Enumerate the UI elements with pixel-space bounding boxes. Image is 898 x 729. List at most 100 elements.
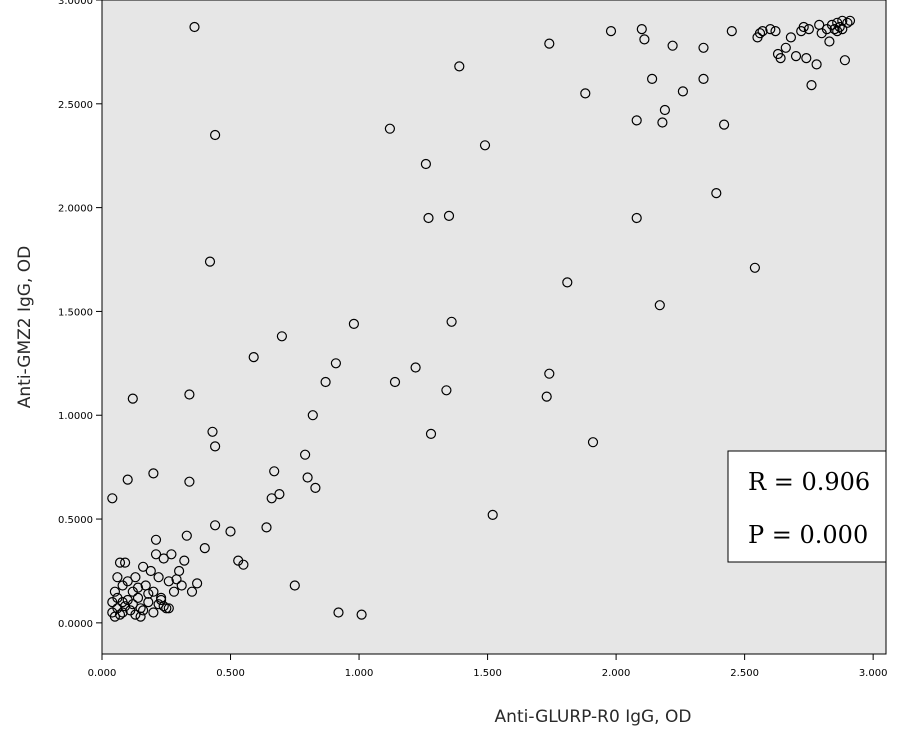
data-point <box>698 42 709 53</box>
data-point <box>785 32 797 43</box>
data-point <box>605 26 617 37</box>
data-point <box>667 40 678 51</box>
data-point <box>657 117 668 128</box>
data-point <box>832 26 843 37</box>
data-point <box>757 26 768 37</box>
data-point <box>842 17 853 28</box>
data-point <box>210 441 221 452</box>
data-point <box>780 42 791 53</box>
data-point <box>300 449 311 460</box>
data-point <box>749 262 761 273</box>
data-point <box>114 557 126 568</box>
data-point <box>803 24 815 35</box>
data-point <box>171 574 182 585</box>
data-point <box>320 376 331 388</box>
data-point <box>145 565 156 577</box>
data-point <box>801 52 812 64</box>
data-point <box>631 115 642 126</box>
data-point <box>114 609 126 620</box>
data-point <box>410 362 421 373</box>
data-point <box>161 603 172 614</box>
data-point <box>143 596 154 608</box>
data-point <box>163 603 174 614</box>
x-axis-ticks: 0.000 0.500 1.000 1.500 2.000 2.500 3.000 <box>88 654 888 679</box>
data-point <box>150 549 162 560</box>
y-tick-label: 1.0000 <box>58 411 93 422</box>
y-tick-label: 0.0000 <box>58 619 93 630</box>
data-point <box>261 522 272 533</box>
data-point <box>441 385 452 396</box>
x-axis-label: Anti-GLURP-R0 IgG, OD <box>495 707 692 727</box>
data-point <box>718 119 730 130</box>
data-point <box>754 28 766 39</box>
data-point <box>837 15 848 26</box>
data-point <box>636 24 647 35</box>
data-point <box>806 79 817 91</box>
data-point <box>770 26 781 37</box>
data-point <box>454 61 465 72</box>
data-point <box>726 26 737 37</box>
data-point <box>148 586 159 597</box>
data-point <box>423 212 434 224</box>
y-tick-label: 3.0000 <box>58 0 93 7</box>
data-point <box>266 493 277 504</box>
data-point <box>839 55 851 66</box>
data-point <box>132 592 144 604</box>
stats-box: R = 0.906 P = 0.000 <box>727 450 887 563</box>
data-point <box>580 88 591 99</box>
data-point <box>168 586 180 597</box>
data-point <box>302 472 313 483</box>
x-tick-label: 3.000 <box>859 668 888 679</box>
p-value-text: P = 0.000 <box>748 521 868 549</box>
data-point <box>811 59 822 70</box>
data-point <box>711 188 722 199</box>
data-point <box>138 605 149 616</box>
data-point <box>639 34 650 45</box>
data-point <box>677 86 689 97</box>
x-tick-label: 0.500 <box>216 668 245 679</box>
data-point <box>356 609 367 620</box>
data-point <box>166 549 177 560</box>
data-point <box>631 212 642 224</box>
data-point <box>138 561 149 572</box>
data-point <box>117 580 128 591</box>
y-axis-ticks: 0.0000 0.5000 1.0000 1.5000 2.0000 2.5000 3.00… <box>58 0 102 630</box>
data-point <box>109 586 121 597</box>
y-axis-label: Anti-GMZ2 IgG, OD <box>15 246 35 409</box>
data-point <box>479 140 491 151</box>
data-point <box>199 542 210 554</box>
y-tick-label: 1.5000 <box>58 307 93 318</box>
data-point <box>654 300 665 311</box>
y-tick-label: 2.0000 <box>58 204 93 215</box>
data-point <box>143 588 154 599</box>
data-point <box>829 24 840 35</box>
points-layer <box>107 15 856 622</box>
data-point <box>544 38 555 49</box>
data-point <box>112 592 123 604</box>
data-point <box>135 611 146 622</box>
data-point <box>163 576 174 587</box>
data-point <box>587 437 599 448</box>
data-point <box>562 277 573 288</box>
data-point <box>130 609 141 620</box>
data-point <box>153 572 164 583</box>
data-point <box>446 316 457 327</box>
data-point <box>775 52 786 64</box>
data-point <box>132 582 144 593</box>
data-point <box>135 603 146 614</box>
data-point <box>210 520 221 531</box>
data-point <box>276 331 287 342</box>
data-point <box>181 530 192 541</box>
data-point <box>790 50 802 62</box>
data-point <box>837 24 848 35</box>
data-point <box>420 158 431 170</box>
data-point <box>204 256 216 267</box>
data-point <box>207 426 218 437</box>
data-point <box>798 21 809 33</box>
data-point <box>122 594 133 606</box>
data-point <box>130 572 141 583</box>
data-point <box>646 73 658 85</box>
data-point <box>122 474 133 485</box>
data-point <box>269 466 280 477</box>
